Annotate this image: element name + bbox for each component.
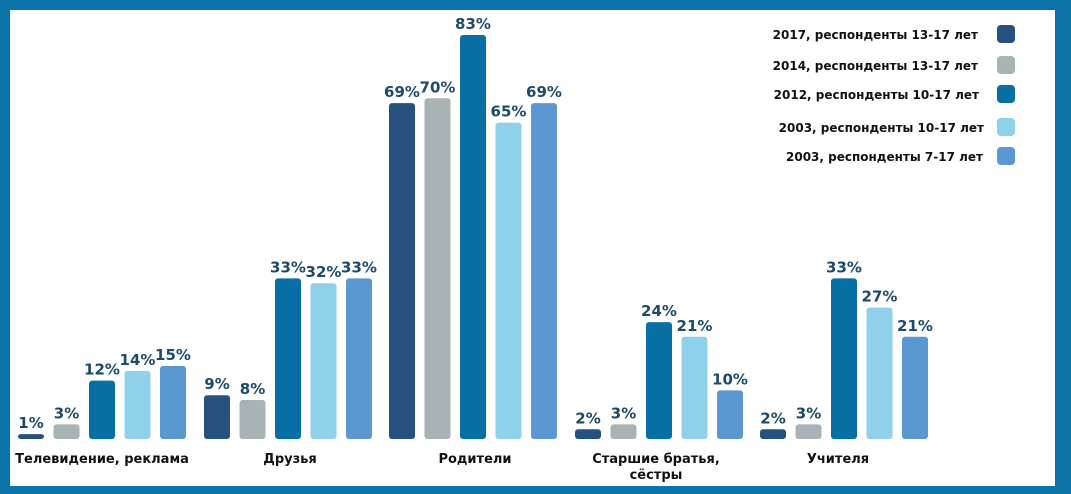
bar	[204, 395, 230, 439]
data-label: 9%	[204, 375, 229, 393]
category-label: Старшие братья,	[592, 452, 720, 467]
data-label: 21%	[677, 317, 713, 335]
data-label: 70%	[420, 78, 456, 96]
legend-swatch	[997, 85, 1015, 103]
data-label: 8%	[240, 380, 265, 398]
data-label: 33%	[341, 258, 377, 276]
bar	[831, 278, 857, 439]
bar	[310, 283, 337, 439]
data-label: 21%	[897, 317, 933, 335]
data-label: 24%	[641, 302, 677, 320]
bar	[89, 380, 115, 439]
bar	[795, 424, 822, 439]
legend-label: 2003, респонденты 7-17 лет	[786, 150, 983, 164]
legend-label: 2003, респонденты 10-17 лет	[779, 121, 984, 135]
bar	[18, 434, 44, 439]
bar	[160, 365, 186, 439]
data-label: 1%	[18, 414, 43, 432]
data-label: 14%	[120, 351, 156, 369]
bar	[646, 322, 672, 439]
bar	[275, 278, 301, 439]
data-label: 15%	[155, 346, 191, 364]
category-label: Родители	[438, 452, 511, 467]
category-label: Учителя	[807, 452, 869, 467]
category-label: Друзья	[263, 452, 316, 467]
bar	[424, 98, 451, 440]
data-label: 3%	[54, 404, 79, 422]
bar	[460, 35, 486, 439]
legend-swatch	[997, 25, 1015, 43]
bar	[717, 390, 743, 439]
bar	[53, 424, 80, 439]
bar	[575, 429, 601, 439]
data-label: 3%	[796, 404, 821, 422]
data-label: 2%	[760, 409, 785, 427]
data-label: 27%	[862, 288, 898, 306]
bar	[531, 103, 557, 439]
bar	[866, 307, 893, 439]
bar	[346, 278, 372, 439]
bar	[760, 429, 786, 439]
data-label: 32%	[306, 263, 342, 281]
bar	[681, 336, 708, 439]
legend-swatch	[997, 56, 1015, 74]
bar	[902, 336, 928, 439]
bar-chart: 1% 9% 69% 2% 2% 3% 8% 70% 3% 3% 12% 33% 83% 24% 33% 14%…	[15, 15, 1015, 483]
data-label: 33%	[270, 258, 306, 276]
legend-label: 2012, респонденты 10-17 лет	[774, 88, 979, 102]
category-label: Телевидение, реклама	[15, 452, 189, 467]
category-label: сёстры	[630, 468, 683, 483]
data-label: 12%	[84, 361, 120, 379]
legend-swatch	[997, 118, 1015, 136]
data-label: 69%	[526, 83, 562, 101]
bar	[610, 424, 637, 439]
data-label: 83%	[455, 15, 491, 33]
data-label: 65%	[491, 103, 527, 121]
legend-swatch	[997, 147, 1015, 165]
legend-label: 2014, респонденты 13-17 лет	[773, 59, 978, 73]
data-label: 33%	[826, 258, 862, 276]
bar	[124, 370, 151, 439]
data-label: 10%	[712, 370, 748, 388]
chart-frame: 1% 9% 69% 2% 2% 3% 8% 70% 3% 3% 12% 33% 83% 24% 33% 14%…	[10, 10, 1055, 486]
data-label: 69%	[384, 83, 420, 101]
legend-label: 2017, респонденты 13-17 лет	[773, 28, 978, 42]
bar	[389, 103, 415, 439]
bar	[239, 400, 266, 439]
data-label: 3%	[611, 404, 636, 422]
data-label: 2%	[575, 409, 600, 427]
bar	[495, 122, 522, 440]
